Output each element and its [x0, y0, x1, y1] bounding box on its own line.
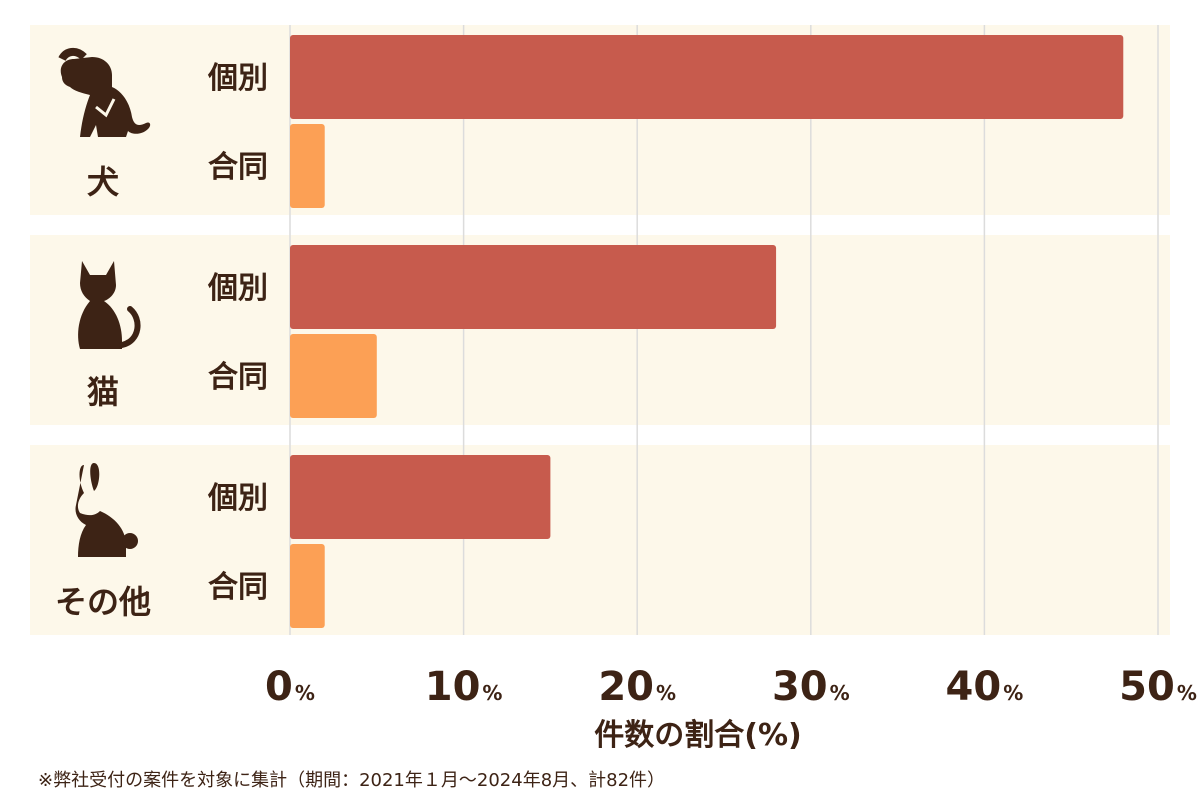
cat-icon	[78, 261, 122, 349]
dog-ear	[58, 48, 87, 62]
rabbit-tail	[122, 533, 138, 549]
dog-collar	[95, 98, 116, 118]
group-label: その他	[55, 583, 151, 621]
bar-label: 個別	[207, 61, 268, 96]
x-tick-label: 40%	[946, 664, 1024, 710]
group-panel	[30, 445, 1170, 635]
x-tick-label: 50%	[1119, 664, 1197, 710]
x-tick-label: 30%	[772, 664, 850, 710]
bar-label: 個別	[207, 481, 268, 516]
bar	[290, 334, 377, 418]
x-tick-label: 10%	[425, 664, 503, 710]
bar	[290, 124, 325, 208]
group-label: 犬	[87, 163, 119, 201]
x-axis-label: 件数の割合(%)	[594, 718, 801, 753]
cat-tail	[119, 306, 141, 348]
x-tick-label: 0%	[265, 664, 315, 710]
bar	[290, 544, 325, 628]
bar-label: 個別	[207, 271, 268, 306]
group-icon	[78, 261, 141, 349]
group-icon	[58, 48, 151, 137]
bar	[290, 35, 1124, 119]
group-label: 猫	[87, 373, 119, 411]
bar-label: 合同	[208, 570, 268, 605]
group-icon	[75, 463, 138, 557]
rabbit-icon	[75, 463, 126, 557]
bar	[290, 455, 551, 539]
bar-label: 合同	[208, 150, 268, 185]
bar	[290, 245, 777, 329]
dog-icon	[60, 57, 151, 137]
footnote: ※弊社受付の案件を対象に集計（期間：2021年１月〜2024年8月、計82件）	[38, 770, 666, 791]
bar-label: 合同	[208, 360, 268, 395]
x-tick-label: 20%	[598, 664, 676, 710]
